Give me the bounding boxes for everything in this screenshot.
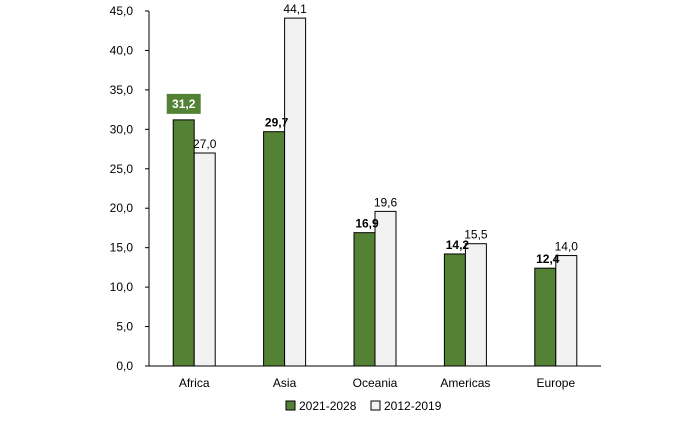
- data-label: 44,1: [283, 2, 307, 16]
- y-tick-label: 35,0: [110, 83, 134, 97]
- x-tick-label: Africa: [179, 376, 210, 390]
- x-tick-label: Asia: [273, 376, 297, 390]
- bars-group: [172, 17, 578, 367]
- x-axis: Africa Asia Oceania Americas Europe: [149, 365, 601, 390]
- y-tick-label: 20,0: [110, 201, 134, 215]
- data-label: 14,0: [555, 240, 579, 254]
- data-label: 14,2: [446, 238, 470, 252]
- data-label: 31,2: [172, 97, 196, 111]
- x-tick-label: Europe: [536, 376, 575, 390]
- legend-label: 2021-2028: [299, 399, 357, 413]
- y-axis: 0,0 5,0 10,0 15,0 20,0 25,0 30,0 35,0 40,0 45,0: [110, 4, 150, 373]
- bar-2021-2028-asia: [263, 131, 286, 367]
- bar-2021-2028-americas: [443, 253, 466, 367]
- bar-2012-2019-americas: [464, 243, 487, 367]
- y-tick-label: 40,0: [110, 43, 134, 57]
- highlight-badge: [166, 93, 201, 114]
- legend-label: 2012-2019: [384, 399, 442, 413]
- data-label: 19,6: [374, 195, 398, 209]
- bar-2021-2028-europe: [534, 267, 557, 367]
- data-labels: 31,2 27,0 29,7 44,1 16,9 19,6 14,215,5 12,414,0: [166, 2, 579, 266]
- data-label: 27,0: [193, 137, 217, 151]
- y-tick-label: 10,0: [110, 280, 134, 294]
- data-label: 15,5: [464, 228, 488, 242]
- y-tick-label: 45,0: [110, 4, 134, 18]
- y-tick-label: 5,0: [116, 320, 133, 334]
- bar-2012-2019-europe: [555, 255, 578, 367]
- legend-swatch: [285, 400, 296, 411]
- data-label: 29,7: [265, 116, 289, 130]
- bar-2012-2019-asia: [284, 17, 307, 367]
- y-tick-label: 0,0: [116, 359, 133, 373]
- x-tick-label: Americas: [440, 376, 490, 390]
- bar-2021-2028-africa: [172, 119, 195, 367]
- bar-2012-2019-oceania: [374, 210, 397, 367]
- legend-swatch: [370, 400, 381, 411]
- bar-2012-2019-africa: [193, 152, 216, 367]
- y-tick-label: 25,0: [110, 162, 134, 176]
- bar-2021-2028-oceania: [353, 232, 376, 367]
- data-label: 16,9: [355, 217, 379, 231]
- data-label: 12,4: [536, 252, 560, 266]
- y-tick-label: 30,0: [110, 122, 134, 136]
- y-tick-label: 15,0: [110, 241, 134, 255]
- x-tick-label: Oceania: [353, 376, 398, 390]
- legend: 2021-2028 2012-2019: [285, 399, 442, 413]
